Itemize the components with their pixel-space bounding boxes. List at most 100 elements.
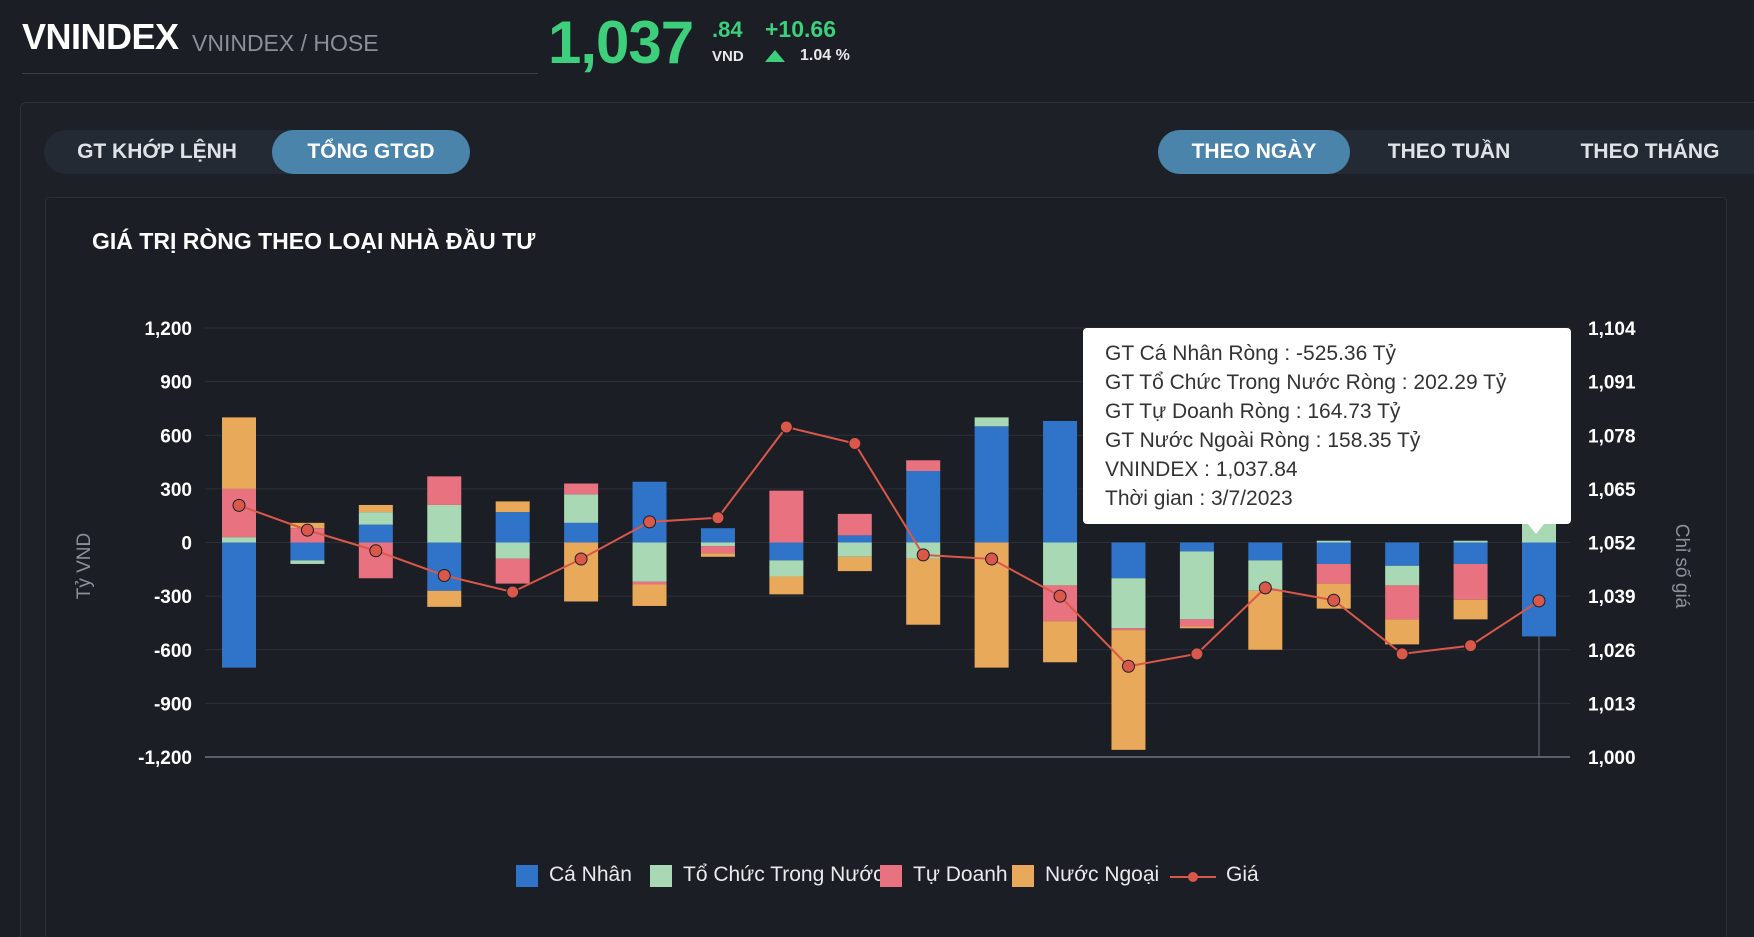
bar-segment: [1453, 563, 1488, 600]
tooltip-line: GT Cá Nhân Ròng : -525.36 Tỷ: [1105, 342, 1397, 365]
price-point: [848, 437, 862, 450]
bar-segment: [700, 528, 735, 543]
bar-segment: [1043, 420, 1078, 543]
bar-segment: [769, 542, 804, 561]
tab-gt-khop-lenh[interactable]: GT KHỚP LỆNH: [77, 140, 237, 163]
tooltip-line: GT Nước Ngoài Ròng : 158.35 Tỷ: [1105, 429, 1421, 452]
legend-swatch: [880, 865, 902, 887]
bar-segment: [1043, 621, 1078, 663]
bar-segment: [222, 417, 256, 489]
bar-segment: [1111, 628, 1146, 631]
bar-segment: [1179, 626, 1214, 629]
price-point: [437, 569, 451, 582]
bar-segment: [427, 476, 462, 505]
bar-segment: [290, 560, 325, 564]
bar-segment: [1111, 630, 1146, 750]
bar-segment: [495, 558, 530, 584]
y-tick-label: 0: [181, 534, 192, 555]
legend-label: Tự Doanh: [913, 863, 1008, 886]
price-point: [1053, 589, 1067, 603]
y2-tick-label: 1,104: [1588, 319, 1636, 340]
bar-segment: [427, 504, 462, 543]
header-divider: [22, 73, 538, 74]
price-point: [1327, 593, 1341, 607]
bar-segment: [495, 542, 530, 559]
legend-line-icon: [1170, 872, 1216, 882]
tab-theo-ngay[interactable]: THEO NGÀY: [1158, 130, 1350, 174]
price-point: [916, 548, 930, 562]
y2-tick-label: 1,000: [1588, 748, 1636, 769]
price-point: [1464, 639, 1478, 653]
bar-segment: [222, 537, 256, 543]
bar-segment: [1316, 542, 1351, 564]
price-change: +10.66: [765, 16, 836, 42]
y2-tick-label: 1,026: [1588, 641, 1636, 662]
bar-segment: [1179, 619, 1214, 627]
bar-segment: [358, 504, 393, 513]
period-toggle: THEO NGÀY THEO TUẦN THEO THÁNG: [1158, 130, 1754, 174]
bar-segment: [632, 584, 667, 606]
bar-segment: [700, 542, 735, 547]
bar-segment: [564, 483, 599, 495]
tab-tong-gtgd[interactable]: TỔNG GTGD: [272, 130, 470, 174]
bar-segment: [1453, 542, 1488, 564]
bar-segment: [564, 542, 599, 602]
legend-label: Cá Nhân: [549, 863, 632, 886]
bar-segment: [769, 490, 804, 543]
bar-segment: [1522, 542, 1556, 637]
y-tick-label: 600: [160, 426, 192, 447]
price-point: [506, 585, 520, 599]
tooltip-arrow: [1528, 524, 1544, 534]
bar-segment: [974, 417, 1009, 427]
bar-segment: [427, 542, 462, 591]
legend-label: Nước Ngoại: [1045, 863, 1160, 886]
symbol-exchange: VNINDEX / HOSE: [192, 30, 379, 56]
y2-axis-title: Chỉ số giá: [1671, 524, 1692, 609]
y-tick-label: 300: [160, 480, 192, 501]
bar-segment: [700, 553, 735, 557]
bar-segment: [1179, 551, 1214, 620]
price-point: [985, 552, 999, 566]
bar-segment: [700, 546, 735, 554]
bar-segment: [1385, 565, 1420, 586]
bar-segment: [632, 481, 667, 543]
chart-tooltip: GT Cá Nhân Ròng : -525.36 Tỷ GT Tổ Chức …: [1083, 328, 1571, 524]
bar-segment: [1316, 540, 1351, 543]
y2-tick-label: 1,039: [1588, 587, 1636, 608]
header: VNINDEX VNINDEX / HOSE 1,037 .84 VND +10…: [0, 0, 1754, 90]
triangle-up-icon: [765, 50, 785, 62]
bar-segment: [906, 460, 941, 471]
bar-segment: [1385, 619, 1420, 645]
tooltip-line: GT Tự Doanh Ròng : 164.73 Tỷ: [1105, 400, 1401, 423]
chart-title: GIÁ TRỊ RÒNG THEO LOẠI NHÀ ĐẦU TƯ: [92, 228, 536, 254]
bar-segment: [837, 513, 872, 536]
y2-tick-label: 1,052: [1588, 534, 1636, 555]
bar-segment: [632, 581, 667, 585]
bar-segment: [837, 556, 872, 572]
bar-segment: [564, 494, 599, 523]
bar-segment: [495, 501, 530, 513]
bar-segment: [906, 471, 941, 543]
bar-segment: [564, 522, 599, 543]
bar-segment: [1385, 585, 1420, 620]
y2-tick-label: 1,078: [1588, 426, 1636, 447]
price-point: [779, 420, 793, 434]
bar-segment: [769, 560, 804, 577]
price-unit: VND: [712, 48, 744, 65]
y-tick-label: -600: [154, 641, 192, 662]
y-tick-label: -300: [154, 587, 192, 608]
legend-swatch: [1012, 865, 1034, 887]
bar-segment: [495, 512, 530, 543]
price-point: [574, 552, 588, 566]
bar-segment: [358, 512, 393, 525]
bar-segment: [427, 590, 462, 607]
y2-tick-label: 1,013: [1588, 694, 1636, 715]
tab-theo-tuan[interactable]: THEO TUẦN: [1387, 140, 1511, 163]
bar-segment: [974, 426, 1009, 543]
price-change-percent: 1.04 %: [800, 47, 850, 64]
y-tick-label: -900: [154, 694, 192, 715]
tab-theo-thang[interactable]: THEO THÁNG: [1580, 140, 1720, 163]
y-tick-label: 900: [160, 373, 192, 394]
bar-segment: [222, 488, 256, 538]
price-decimal: .84: [712, 17, 743, 42]
